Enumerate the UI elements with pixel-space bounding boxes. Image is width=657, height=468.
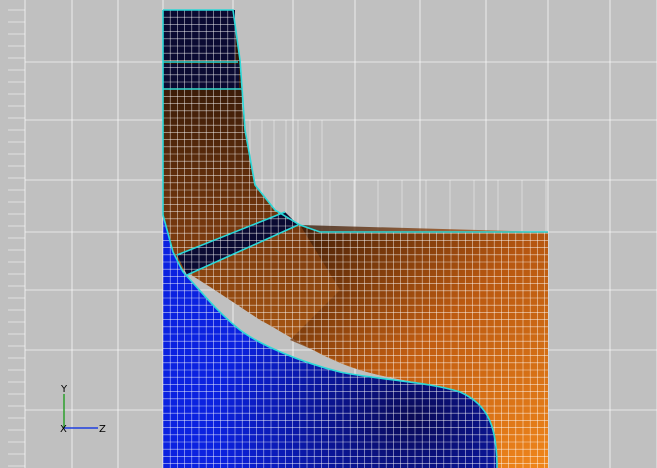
y-axis-label: Y bbox=[60, 384, 68, 395]
band-line-3 bbox=[176, 211, 286, 256]
axis-triad: Y X Z bbox=[60, 384, 106, 435]
x-axis-label: X bbox=[60, 424, 67, 435]
solid-region-fill[interactable] bbox=[163, 215, 497, 468]
solid-interface-curve bbox=[182, 271, 498, 468]
outer-boundary-curve bbox=[163, 9, 548, 233]
left-boundary bbox=[162, 10, 184, 273]
z-axis-label: Z bbox=[99, 424, 106, 435]
inlet-band-middle bbox=[163, 64, 239, 88]
interface-band bbox=[177, 212, 298, 275]
outlet-region-fill bbox=[290, 225, 548, 468]
region-boundaries bbox=[162, 9, 548, 468]
band-line-4 bbox=[186, 224, 299, 276]
fluid-region[interactable] bbox=[163, 10, 548, 468]
